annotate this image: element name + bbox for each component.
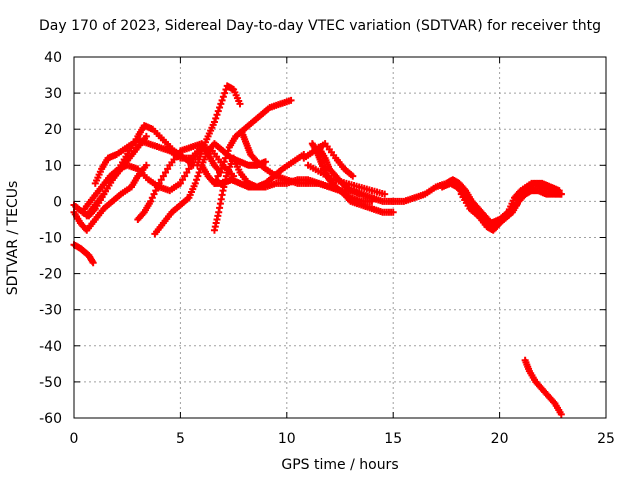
series-track-17 — [304, 161, 389, 198]
data-point — [162, 169, 170, 177]
data-point — [194, 172, 202, 180]
data-point — [216, 104, 224, 112]
y-tick-label: -40 — [39, 339, 62, 355]
data-point — [216, 169, 224, 177]
x-tick-label: 15 — [384, 431, 402, 447]
data-point — [287, 96, 295, 104]
series-track-11 — [193, 82, 244, 169]
data-series-group — [70, 82, 565, 418]
y-tick-label: -50 — [39, 375, 62, 391]
series-track-16 — [300, 140, 357, 180]
data-point — [176, 179, 184, 187]
x-axis-label: GPS time / hours — [281, 457, 399, 473]
data-point — [223, 150, 231, 158]
data-point — [155, 179, 163, 187]
data-point — [183, 169, 191, 177]
series-track-12 — [210, 96, 295, 187]
data-point — [224, 147, 232, 155]
data-point — [389, 208, 397, 216]
data-point — [217, 165, 225, 173]
series-track-14 — [308, 140, 397, 216]
axis-ticks: 0 5 10 15 20 25 40 30 20 10 0 -10 -20 -30 -40 -50 -60 — [39, 50, 615, 447]
y-tick-label: 40 — [44, 50, 62, 66]
data-point — [147, 197, 155, 205]
y-tick-label: 30 — [44, 86, 62, 102]
data-point — [150, 190, 158, 198]
data-point — [221, 89, 229, 97]
data-point — [557, 410, 565, 418]
data-point — [152, 187, 160, 195]
data-point — [217, 100, 225, 108]
data-point — [212, 176, 220, 184]
data-point — [191, 179, 199, 187]
data-point — [214, 172, 222, 180]
data-point — [219, 93, 227, 101]
y-tick-label: -10 — [39, 231, 62, 247]
series-track-1 — [70, 241, 97, 267]
data-point — [142, 132, 150, 140]
data-point — [157, 176, 165, 184]
data-point — [218, 96, 226, 104]
series-track-10 — [210, 150, 308, 234]
series-track-5 — [91, 136, 238, 187]
chart-title: Day 170 of 2023, Sidereal Day-to-day VTE… — [39, 18, 601, 34]
data-point — [213, 111, 221, 119]
series-track-20 — [457, 179, 565, 234]
y-tick-label: 10 — [44, 158, 62, 174]
data-point — [262, 158, 270, 166]
y-tick-label: 0 — [53, 194, 62, 210]
data-point — [193, 176, 201, 184]
grid — [74, 57, 606, 418]
data-point — [214, 107, 222, 115]
x-tick-label: 25 — [597, 431, 615, 447]
y-tick-label: 20 — [44, 122, 62, 138]
data-point — [142, 161, 150, 169]
x-tick-label: 0 — [70, 431, 79, 447]
data-point — [164, 165, 172, 173]
data-point — [557, 190, 565, 198]
series-track-21 — [521, 356, 565, 418]
series-track-4 — [83, 122, 197, 220]
data-point — [185, 165, 193, 173]
data-point — [159, 172, 167, 180]
x-tick-label: 5 — [176, 431, 185, 447]
data-point — [381, 190, 389, 198]
data-point — [153, 183, 161, 191]
y-tick-label: -20 — [39, 267, 62, 283]
data-point — [210, 118, 218, 126]
data-point — [349, 172, 357, 180]
data-point — [219, 161, 227, 169]
x-tick-label: 20 — [491, 431, 509, 447]
data-point — [181, 172, 189, 180]
x-tick-label: 10 — [278, 431, 296, 447]
data-point — [195, 169, 203, 177]
data-point — [89, 259, 97, 267]
y-tick-label: -30 — [39, 303, 62, 319]
data-point — [210, 179, 218, 187]
data-point — [222, 154, 230, 162]
data-point — [148, 194, 156, 202]
data-point — [236, 100, 244, 108]
data-point — [179, 176, 187, 184]
y-tick-label: -60 — [39, 411, 62, 427]
data-point — [212, 114, 220, 122]
data-point — [220, 158, 228, 166]
